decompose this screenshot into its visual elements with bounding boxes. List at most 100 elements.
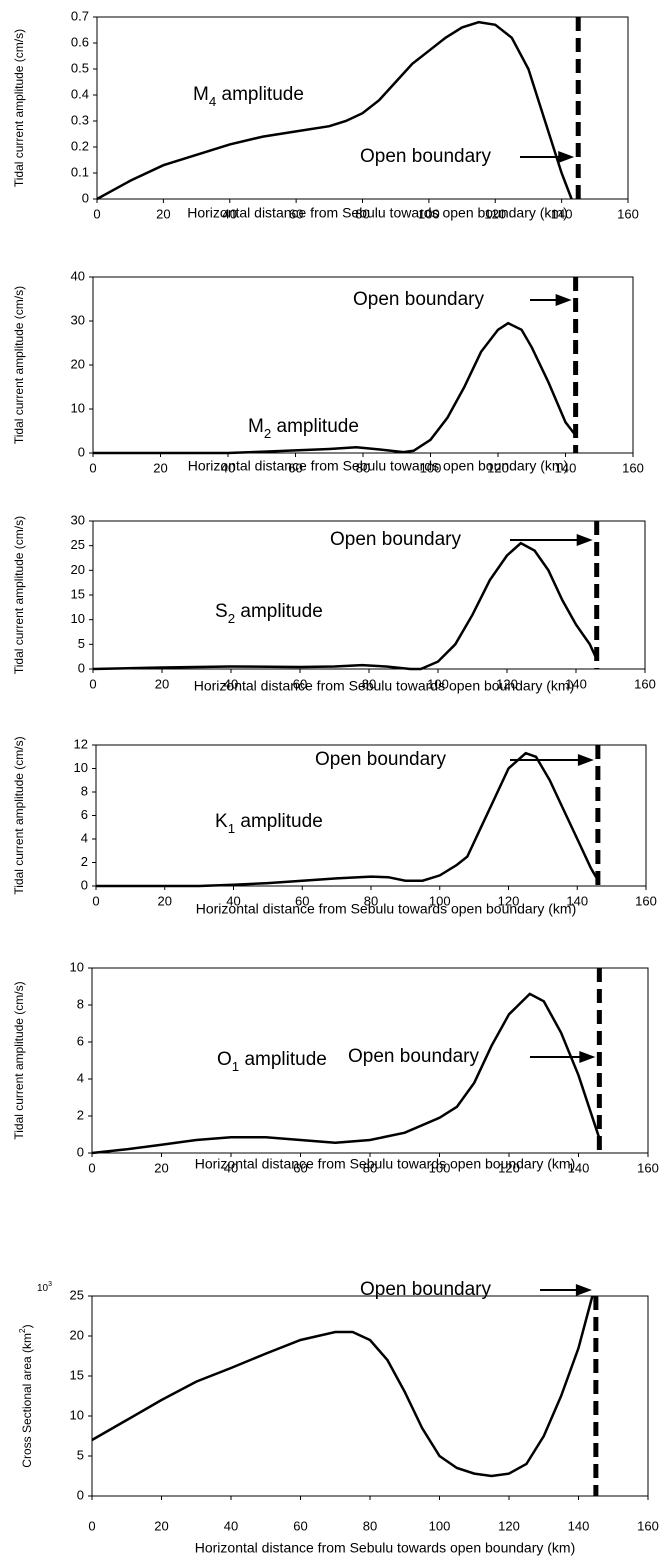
- x-tick-label: 100: [429, 893, 451, 908]
- y-tick-label: 0.5: [71, 60, 89, 75]
- arrow-head: [558, 151, 575, 163]
- y-tick-label: 0: [78, 444, 85, 459]
- y-axis-label: Tidal current amplitude (cm/s): [12, 286, 26, 444]
- y-tick-label: 6: [81, 807, 88, 822]
- y-tick-label: 4: [77, 1070, 84, 1085]
- x-tick-label: 100: [429, 1160, 451, 1175]
- text-part: amplitude: [239, 1049, 327, 1070]
- y-axis-label: Cross Sectional area (km2): [17, 1324, 34, 1467]
- series-annotation: M2 amplitude: [248, 416, 359, 441]
- y-tick-label: 20: [71, 356, 85, 371]
- x-tick-label: 60: [295, 893, 309, 908]
- x-tick-label: 0: [92, 893, 99, 908]
- x-tick-label: 40: [223, 206, 237, 221]
- data-line: [91, 992, 601, 1155]
- data-line: [93, 321, 577, 455]
- text-part: 1: [228, 821, 235, 836]
- x-tick-label: 100: [429, 1518, 451, 1533]
- x-tick-label: 120: [498, 893, 520, 908]
- text-part: amplitude: [216, 84, 304, 105]
- x-tick-label: 140: [568, 1160, 590, 1175]
- x-tick-label: 120: [498, 1160, 520, 1175]
- text-part: S: [215, 601, 228, 622]
- y-tick-label: 0.1: [71, 164, 89, 179]
- y-tick-label: 0.2: [71, 138, 89, 153]
- x-tick-label: 0: [88, 1518, 95, 1533]
- x-axis-label: Horizontal distance from Sebulu towards …: [195, 1156, 576, 1172]
- arrow-head: [576, 534, 593, 546]
- y-axis-label: Tidal current amplitude (cm/s): [12, 516, 26, 674]
- y-tick-label: 0: [78, 660, 85, 675]
- data-line: [96, 20, 573, 201]
- x-tick-label: 100: [420, 460, 442, 475]
- y-tick-label: 15: [70, 1367, 84, 1382]
- x-tick-label: 140: [565, 676, 587, 691]
- x-tick-label: 80: [363, 1160, 377, 1175]
- x-tick-label: 80: [356, 460, 370, 475]
- y-axis-label: Tidal current amplitude (cm/s): [12, 981, 26, 1139]
- open-boundary-label: Open boundary: [353, 289, 484, 310]
- x-tick-label: 0: [93, 206, 100, 221]
- y-tick-label: 10: [70, 1407, 84, 1422]
- x-tick-label: 80: [362, 676, 376, 691]
- x-tick-label: 40: [224, 1160, 238, 1175]
- x-tick-label: 20: [158, 893, 172, 908]
- open-boundary-label: Open boundary: [348, 1046, 479, 1067]
- data-line: [91, 1295, 594, 1478]
- y-tick-label: 30: [71, 312, 85, 327]
- text-part: ): [20, 1324, 34, 1328]
- arrow-head: [579, 1051, 596, 1063]
- x-axis-label: Horizontal distance from Sebulu towards …: [196, 901, 577, 917]
- text-part: 2: [228, 611, 235, 626]
- x-tick-label: 160: [634, 676, 656, 691]
- x-tick-label: 160: [622, 460, 644, 475]
- arrow-head: [575, 1284, 592, 1296]
- x-tick-label: 80: [363, 1518, 377, 1533]
- x-tick-label: 0: [88, 1160, 95, 1175]
- text-part: Cross Sectional area (km: [20, 1333, 34, 1468]
- x-tick-label: 40: [224, 1518, 238, 1533]
- y-tick-label: 15: [71, 586, 85, 601]
- x-axis-label: Horizontal distance from Sebulu towards …: [187, 205, 568, 221]
- text-part: amplitude: [235, 811, 323, 832]
- x-tick-label: 160: [617, 206, 639, 221]
- x-tick-label: 40: [221, 460, 235, 475]
- y-tick-label: 5: [78, 636, 85, 651]
- text-part: 4: [209, 94, 216, 109]
- y-tick-label: 2: [77, 1107, 84, 1122]
- y-tick-label: 40: [71, 268, 85, 283]
- y-tick-label: 8: [81, 783, 88, 798]
- y-tick-label: 8: [77, 996, 84, 1011]
- x-tick-label: 40: [226, 893, 240, 908]
- x-tick-label: 140: [566, 893, 588, 908]
- series-annotation: M4 amplitude: [193, 84, 304, 109]
- text-part: 10: [37, 1283, 49, 1294]
- open-boundary-label: Open boundary: [360, 1279, 491, 1300]
- series-annotation: S2 amplitude: [215, 601, 323, 626]
- x-tick-label: 60: [293, 676, 307, 691]
- y-tick-label: 0.3: [71, 112, 89, 127]
- x-tick-label: 0: [89, 460, 96, 475]
- y-tick-label: 2: [81, 854, 88, 869]
- open-boundary-label: Open boundary: [330, 529, 461, 550]
- x-tick-label: 140: [555, 460, 577, 475]
- y-tick-label: 6: [77, 1033, 84, 1048]
- x-tick-label: 60: [293, 1160, 307, 1175]
- y-tick-label: 25: [71, 537, 85, 552]
- x-tick-label: 100: [418, 206, 440, 221]
- x-tick-label: 140: [568, 1518, 590, 1533]
- y-tick-label: 12: [74, 736, 88, 751]
- text-part: 2: [264, 426, 271, 441]
- plot-area: [91, 1295, 649, 1497]
- y-tick-label: 20: [71, 562, 85, 577]
- y-axis-label: Tidal current amplitude (cm/s): [12, 29, 26, 187]
- x-tick-label: 20: [154, 1518, 168, 1533]
- data-line: [92, 541, 598, 671]
- y-tick-label: 10: [71, 400, 85, 415]
- x-tick-label: 0: [89, 676, 96, 691]
- y-tick-label: 10: [70, 959, 84, 974]
- x-tick-label: 160: [635, 893, 657, 908]
- x-tick-label: 120: [498, 1518, 520, 1533]
- y-tick-label: 0: [82, 190, 89, 205]
